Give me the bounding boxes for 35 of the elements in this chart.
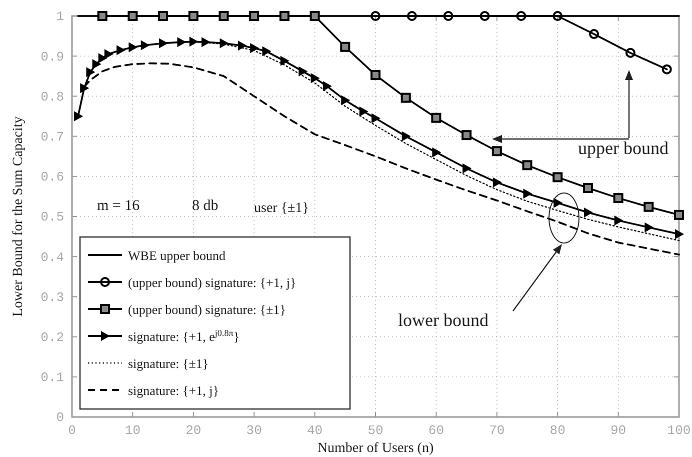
x-tick-label: 30 xyxy=(246,423,262,438)
x-tick-label: 60 xyxy=(428,423,444,438)
x-tick-label: 20 xyxy=(186,423,202,438)
annotation: upper bound xyxy=(578,138,668,158)
legend-label: signature: {+1, j} xyxy=(128,383,219,398)
x-tick-label: 90 xyxy=(610,423,626,438)
y-tick-label: 0.6 xyxy=(40,170,64,185)
y-tick-label: 0.4 xyxy=(40,250,64,265)
x-tick-label: 70 xyxy=(489,423,505,438)
y-tick-label: 1 xyxy=(56,9,64,24)
annotation: user {±1} xyxy=(254,201,309,216)
y-tick-label: 0.1 xyxy=(40,370,64,386)
legend-label: (upper bound) signature: {±1} xyxy=(128,302,286,317)
x-tick-label: 100 xyxy=(667,423,691,438)
annotation: m = 16 xyxy=(97,198,140,214)
y-tick-label: 0.8 xyxy=(40,89,64,104)
x-tick-label: 10 xyxy=(124,423,141,438)
x-tick-label: 80 xyxy=(550,423,566,438)
legend-label: signature: {+1, e$^{j0.8π}$} xyxy=(128,328,240,344)
x-tick-label: 40 xyxy=(306,423,323,438)
legend-label: WBE upper bound xyxy=(128,248,226,263)
y-tick-label: 0 xyxy=(56,410,64,426)
y-tick-label: 0.2 xyxy=(40,330,64,345)
y-tick-label: 0.3 xyxy=(40,290,64,305)
y-tick-label: 0.5 xyxy=(40,210,64,225)
y-tick-label: 0.9 xyxy=(40,49,64,64)
x-tick-label: 0 xyxy=(68,423,76,438)
legend-label: (upper bound) signature: {+1, j} xyxy=(128,275,296,290)
x-tick-label: 50 xyxy=(368,423,384,438)
x-axis-title: Number of Users (n) xyxy=(317,441,434,456)
y-tick-label: 0.7 xyxy=(40,129,64,144)
annotation: 8 db xyxy=(192,198,218,214)
annotation: lower bound xyxy=(398,310,488,330)
y-axis-title: Lower Bound for the Sum Capacity xyxy=(11,116,26,317)
legend-label: signature: {±1} xyxy=(128,356,209,371)
